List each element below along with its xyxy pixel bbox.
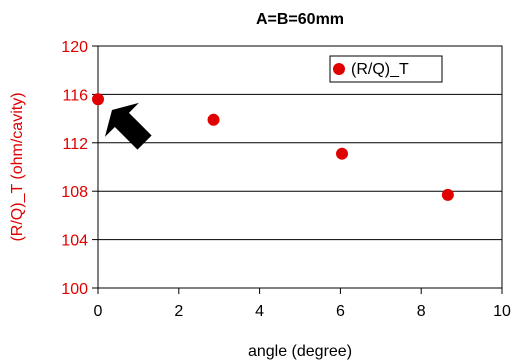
y-tick-label: 116: [62, 87, 88, 104]
grid-lines: [98, 93, 502, 241]
data-point: [92, 93, 104, 106]
arrow-icon: [104, 102, 152, 150]
legend-label: (R/Q)_T: [351, 61, 409, 78]
plot-area: [97, 45, 503, 289]
x-tick-label: 4: [255, 303, 264, 320]
y-tick-label: 100: [61, 281, 88, 298]
y-tick-label: 104: [61, 233, 88, 250]
chart-title: A=B=60mm: [256, 11, 344, 28]
x-tick-label: 8: [417, 303, 426, 320]
x-axis-ticks: 0 2 4 6 8 10: [94, 288, 511, 320]
data-points: [92, 93, 454, 201]
x-tick-label: 0: [94, 303, 103, 320]
legend-marker: [333, 63, 345, 75]
y-tick-label: 120: [61, 39, 88, 56]
x-tick-label: 6: [336, 303, 345, 320]
y-tick-label: 108: [61, 184, 88, 201]
y-axis-label: (R/Q)_T (ohm/cavity): [9, 92, 26, 241]
legend-box: [329, 55, 443, 83]
x-tick-label: 2: [174, 303, 183, 320]
y-axis-ticks: 100 104 108 112 116 120: [61, 39, 98, 298]
data-point: [336, 147, 349, 160]
data-point: [207, 113, 220, 126]
legend: (R/Q)_T: [329, 55, 443, 83]
data-point: [441, 188, 454, 201]
x-axis-label: angle (degree): [248, 343, 352, 360]
y-tick-label: 112: [62, 136, 88, 153]
x-tick-label: 10: [493, 303, 511, 320]
